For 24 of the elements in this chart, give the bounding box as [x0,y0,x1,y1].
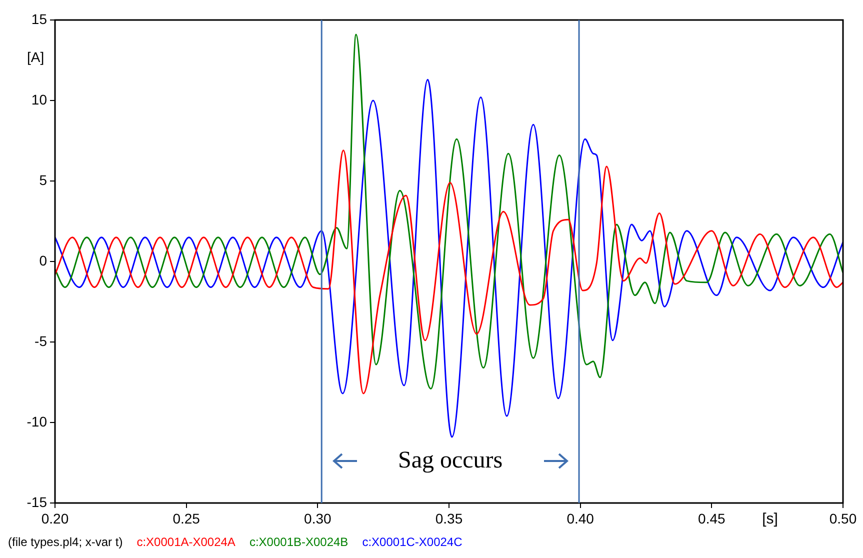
text: c:X0001B-X0024B [249,535,348,549]
text: c:X0001C-X0024C [362,535,462,549]
text: c:X0001A-X0024A [136,535,236,549]
x-tick-label: 0.20 [41,510,69,526]
y-tick-label: 15 [31,10,48,27]
line-series [55,78,843,438]
x-tick-label: 0.40 [566,510,594,526]
text: (file types.pl4; x-var t) [8,535,123,549]
y-tick-label: 0 [39,252,48,268]
x-axis-title: [s] [762,510,778,528]
y-tick-label: -15 [26,494,48,510]
x-tick-label: 0.35 [435,510,463,526]
x-tick-label: 0.25 [172,510,200,526]
line-series [55,150,843,394]
x-tick-label: 0.50 [829,510,857,526]
y-tick-label: -10 [26,413,48,430]
y-tick-label: 5 [39,172,48,188]
y-axis-title: [A] [27,48,44,65]
x-tick-label: 0.45 [698,510,726,526]
y-tick-label: -5 [34,332,48,349]
x-tick-label: 0.30 [304,510,332,526]
annotation: Sag occurs [398,447,503,474]
y-tick-label: 10 [31,91,48,108]
line-series [55,34,843,390]
